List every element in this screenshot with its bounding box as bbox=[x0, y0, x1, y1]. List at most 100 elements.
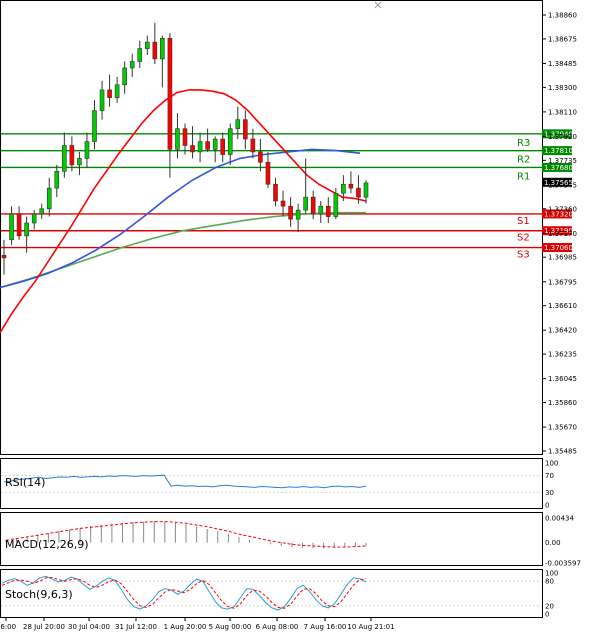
rsi-axis-label: 30 bbox=[545, 489, 554, 497]
candle bbox=[77, 151, 82, 176]
price-axis-label: 1.35485 bbox=[548, 448, 577, 456]
candle bbox=[152, 22, 158, 65]
candle bbox=[1, 239, 7, 275]
x-axis-label: 1 Aug 20:00 bbox=[164, 623, 207, 631]
candle-body bbox=[341, 183, 346, 194]
rsi-label: RSI(14) bbox=[5, 476, 45, 489]
candle bbox=[182, 123, 188, 155]
stoch-main-line bbox=[1, 575, 367, 611]
stoch-signal-line bbox=[1, 576, 367, 609]
candle bbox=[46, 177, 52, 217]
candle-body bbox=[16, 213, 22, 237]
candle-body bbox=[333, 192, 339, 217]
candle-body bbox=[69, 145, 75, 166]
level-badge-value: 1.37940 bbox=[544, 130, 573, 138]
candle bbox=[114, 77, 120, 103]
candle-body bbox=[175, 128, 180, 150]
x-axis-label: 5 Aug 00:00 bbox=[209, 623, 252, 631]
candle bbox=[167, 33, 173, 178]
price-axis-label: 1.35860 bbox=[548, 399, 577, 407]
macd-axis-label: 0.00 bbox=[545, 539, 561, 547]
stoch-label: Stoch(9,6,3) bbox=[5, 588, 73, 601]
candle-body bbox=[39, 208, 45, 215]
candle bbox=[325, 197, 331, 223]
candle bbox=[235, 106, 241, 140]
candle bbox=[243, 110, 248, 150]
candle bbox=[122, 61, 127, 94]
stoch-axis-label: 0 bbox=[545, 611, 549, 619]
price-axis-label: 1.38675 bbox=[548, 35, 577, 43]
candle bbox=[175, 113, 180, 159]
macd-axis-label: -0.003597 bbox=[545, 560, 581, 568]
candle bbox=[92, 100, 97, 150]
macd-label: MACD(12,26,9) bbox=[5, 538, 89, 551]
candle bbox=[24, 216, 29, 253]
candle-body bbox=[280, 200, 286, 207]
rsi-axis-label: 100 bbox=[545, 460, 558, 468]
current-price-value: 1.37565 bbox=[544, 179, 573, 187]
price-axis-label: 1.36795 bbox=[548, 278, 577, 286]
candle-body bbox=[318, 205, 324, 215]
candle-body bbox=[84, 141, 90, 159]
candle-body bbox=[137, 48, 143, 62]
stoch-axis-label: 100 bbox=[545, 570, 558, 578]
price-axis-label: 1.37920 bbox=[548, 133, 577, 141]
candle bbox=[295, 203, 301, 233]
close-icon[interactable] bbox=[374, 1, 382, 9]
x-axis-label: 26:00 bbox=[0, 623, 16, 631]
candle-body bbox=[295, 209, 301, 220]
price-panel-border bbox=[0, 0, 543, 455]
candle-body bbox=[92, 110, 97, 142]
level-badge-bg bbox=[542, 129, 572, 139]
x-axis-label: 10 Aug 21:01 bbox=[347, 623, 394, 631]
stoch-panel-border bbox=[0, 569, 543, 618]
price-axis-label: 1.37735 bbox=[548, 157, 577, 165]
macd-signal-line bbox=[5, 521, 367, 548]
price-axis-label: 1.38485 bbox=[548, 60, 577, 68]
price-axis-label: 1.36420 bbox=[548, 327, 577, 335]
candle-body bbox=[1, 254, 7, 259]
price-axis-label: 1.35670 bbox=[548, 424, 577, 432]
level-badge-value: 1.37680 bbox=[544, 164, 573, 172]
candle-body bbox=[46, 187, 52, 210]
candle bbox=[258, 139, 263, 172]
x-axis-label: 31 Jul 12:00 bbox=[115, 623, 157, 631]
level-badge-value: 1.37060 bbox=[544, 244, 573, 252]
candle bbox=[318, 201, 324, 223]
candle bbox=[31, 210, 37, 230]
level-badge-value: 1.37190 bbox=[544, 227, 573, 235]
x-axis-label: 28 Jul 20:00 bbox=[23, 623, 65, 631]
candle-body bbox=[197, 141, 203, 153]
price-axis-label: 1.36045 bbox=[548, 375, 577, 383]
candle-body bbox=[348, 183, 354, 189]
candle-body bbox=[310, 196, 316, 215]
price-axis-label: 1.36235 bbox=[548, 351, 577, 359]
candle-body bbox=[265, 161, 271, 185]
candle-body bbox=[77, 158, 82, 166]
x-axis-label: 30 Jul 04:00 bbox=[68, 623, 110, 631]
candle bbox=[84, 132, 90, 168]
candle-body bbox=[122, 67, 127, 86]
macd-panel-border bbox=[0, 512, 543, 566]
level-badge-bg bbox=[542, 226, 572, 236]
candle bbox=[288, 197, 293, 227]
price-axis-label: 1.38300 bbox=[548, 84, 577, 92]
ma-fast-line bbox=[0, 89, 367, 334]
stoch-axis-label: 80 bbox=[545, 578, 554, 586]
level-name-s1: S1 bbox=[517, 216, 530, 227]
price-axis-label: 1.37360 bbox=[548, 205, 577, 213]
candle bbox=[54, 164, 60, 198]
level-badge-bg bbox=[542, 209, 572, 219]
candle-body bbox=[144, 41, 150, 49]
candle-body bbox=[227, 128, 233, 155]
candle-body bbox=[205, 141, 210, 150]
macd-axis-label: 0.00434 bbox=[545, 515, 574, 523]
candle bbox=[205, 128, 210, 152]
candle-body bbox=[325, 205, 331, 217]
candle bbox=[333, 188, 339, 220]
candle-body bbox=[258, 151, 263, 163]
candle bbox=[129, 53, 135, 78]
candle bbox=[39, 203, 45, 220]
candle-body bbox=[31, 213, 37, 224]
level-name-r2: R2 bbox=[517, 155, 530, 166]
